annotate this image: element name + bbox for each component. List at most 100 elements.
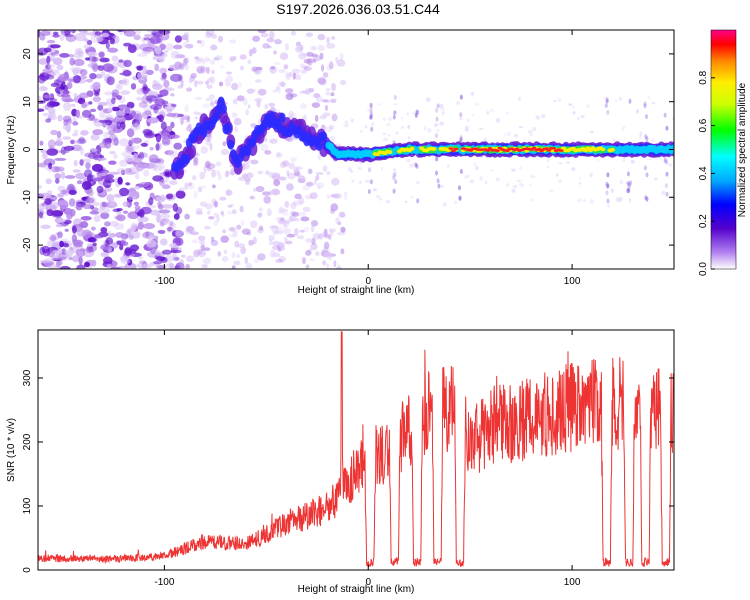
spectrogram-cell <box>302 206 311 212</box>
spectrogram-cell <box>72 133 78 137</box>
spectrogram-cell <box>159 209 171 214</box>
spectrogram-cell <box>529 133 533 137</box>
spectrogram-cell <box>53 70 61 76</box>
spectrogram-cell <box>622 157 626 163</box>
spectrogram-cell <box>458 185 461 191</box>
spectrogram-cell <box>130 83 137 90</box>
spectrogram-cell <box>175 206 183 215</box>
spectrogram-cell <box>164 106 174 110</box>
spectrogram-cell <box>106 123 115 131</box>
spectrogram-cell <box>147 45 159 49</box>
spectrogram-cell <box>188 79 193 84</box>
spectrogram-cell <box>305 264 310 269</box>
spectrogram-cell <box>228 227 236 232</box>
spectrogram-cell <box>647 96 651 99</box>
spectrogram-cell <box>460 94 463 100</box>
spectrogram-cell <box>178 187 185 192</box>
spectrogram-cell <box>198 251 207 255</box>
spectrogram-cell <box>166 226 173 232</box>
spectrogram-cell <box>85 57 90 61</box>
spectrogram-cell <box>221 213 226 218</box>
spectrogram-cell <box>370 126 374 132</box>
spectrogram-cell <box>358 161 362 165</box>
spectrogram-cell <box>225 170 230 177</box>
spectrogram-cell <box>118 59 124 63</box>
spectrogram-cell <box>295 44 304 52</box>
spectrogram-cell <box>193 190 198 199</box>
spectrogram-cell <box>321 247 331 253</box>
spectrogram-cell <box>76 180 83 185</box>
spectrogram-cell <box>317 44 325 52</box>
spectrogram-cell <box>152 83 163 90</box>
spectrogram-cell <box>639 134 642 140</box>
spectrogram-cell <box>303 58 313 64</box>
spectrogram-cell <box>181 34 189 41</box>
spectrogram-cell <box>372 188 377 192</box>
spectrogram-cell <box>193 249 200 258</box>
spectrogram-cell <box>127 145 135 152</box>
spectrogram-cell <box>400 126 405 129</box>
spectrogram-cell <box>264 139 268 143</box>
spectrogram-cell <box>59 34 65 41</box>
spectrogram-cell <box>223 249 228 254</box>
spectrogram-cell <box>54 173 62 180</box>
spectrogram-cell <box>237 243 246 249</box>
spectrogram-cell <box>257 30 267 34</box>
spectrogram-cell <box>206 210 211 215</box>
spectrogram-cell <box>269 138 278 144</box>
spectrogram-cell <box>305 250 312 256</box>
spectrogram-cell <box>605 181 609 187</box>
spectrogram-cell <box>173 213 180 220</box>
spectrogram-cell <box>101 32 110 38</box>
spectrogram-cell <box>616 196 619 202</box>
spectrogram-cell <box>453 147 459 151</box>
spectrogram-cell <box>495 177 500 182</box>
spectrogram-cell <box>224 171 229 178</box>
spectrogram-cell <box>271 245 281 251</box>
spectrogram-cell <box>143 223 156 230</box>
spectrogram-cell <box>184 120 191 124</box>
spectrogram-cell <box>137 256 144 260</box>
spectrogram-cell <box>370 122 375 127</box>
spectrogram-cell <box>40 149 47 154</box>
spectrogram-cell <box>111 92 118 100</box>
spectrogram-cell <box>100 243 111 251</box>
spectrogram-cell <box>448 147 454 150</box>
spectrogram-cell <box>55 232 60 236</box>
spectrogram-cell <box>200 65 206 74</box>
spectrogram-cell <box>205 30 215 36</box>
spectrogram-cell <box>92 177 104 182</box>
spectrogram-cell <box>248 239 255 246</box>
spectrogram-cell <box>646 158 652 161</box>
spectrogram-cell <box>128 137 135 146</box>
snr-ytick-label: 300 <box>22 369 33 386</box>
spectrogram-cell <box>175 237 184 246</box>
spectrogram-cell <box>414 162 418 168</box>
spectrogram-cell <box>358 180 362 184</box>
spectrogram-cell <box>266 208 272 217</box>
spectrogram-cell <box>40 224 51 229</box>
spectrogram-cell <box>382 132 386 136</box>
spectrogram-cell <box>566 161 570 165</box>
spectrogram-cell <box>258 207 264 212</box>
spectrogram-cell <box>231 252 236 259</box>
spectrogram-cell <box>299 63 305 69</box>
spectrogram-cell <box>474 103 480 106</box>
spectrogram-cell <box>107 107 113 113</box>
spectrogram-cell <box>216 214 220 223</box>
spectrogram-cell <box>489 108 495 113</box>
spectrogram-cell <box>220 235 229 243</box>
spectrogram-cell <box>104 184 111 188</box>
spectrogram-cell <box>184 43 194 49</box>
spectrogram-cell <box>59 53 70 58</box>
spectrogram-cell <box>416 198 420 204</box>
spectrogram-cell <box>173 142 182 150</box>
spectrogram-cell <box>580 114 585 119</box>
spectrogram-cell <box>668 163 673 167</box>
spectrogram-cell <box>42 112 50 117</box>
spectrogram-cell <box>163 80 170 88</box>
spectrogram-cell <box>253 258 260 264</box>
spectrogram-cell <box>406 112 410 116</box>
spectrogram-cell <box>165 263 175 268</box>
spectrogram-cell <box>385 123 391 127</box>
